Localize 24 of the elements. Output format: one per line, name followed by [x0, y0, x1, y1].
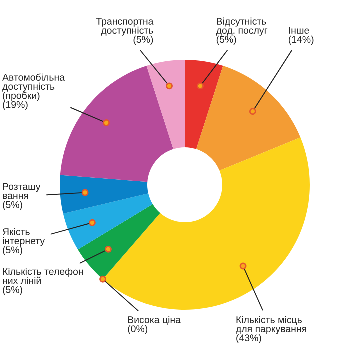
text: (0%)	[128, 325, 148, 334]
slice-label: Відсутність дод. послуг	[216, 18, 268, 36]
data-label: (5%)	[216, 36, 236, 45]
donut-slice	[185, 60, 224, 150]
donut-slice	[63, 194, 153, 250]
slice-label: Транспортна доступність	[96, 18, 154, 36]
slice-label: Розташу вання	[3, 183, 41, 200]
slice-label: Кількість місць для паркування	[236, 316, 306, 334]
slice-label: Кількість телефон них ліній	[3, 268, 84, 284]
data-label: (5%)	[134, 36, 154, 45]
slice-label: Автомобільна доступність (пробки)	[2, 74, 66, 102]
data-label: (5%)	[3, 246, 22, 256]
data-label: (5%)	[3, 286, 22, 296]
slice-label: Якість інтернету	[2, 228, 46, 246]
donut-slice	[146, 60, 185, 150]
category-label: Висока ціна	[128, 316, 181, 326]
data-label: (5%)	[3, 201, 22, 210]
data-label: (14%)	[288, 36, 314, 45]
donut-slice	[103, 138, 310, 310]
data-label: (43%)	[236, 334, 262, 344]
data-label: (19%)	[3, 101, 28, 110]
slice-label: Інше	[289, 27, 310, 34]
donut-slice	[196, 66, 301, 171]
donut-slice	[60, 175, 149, 214]
